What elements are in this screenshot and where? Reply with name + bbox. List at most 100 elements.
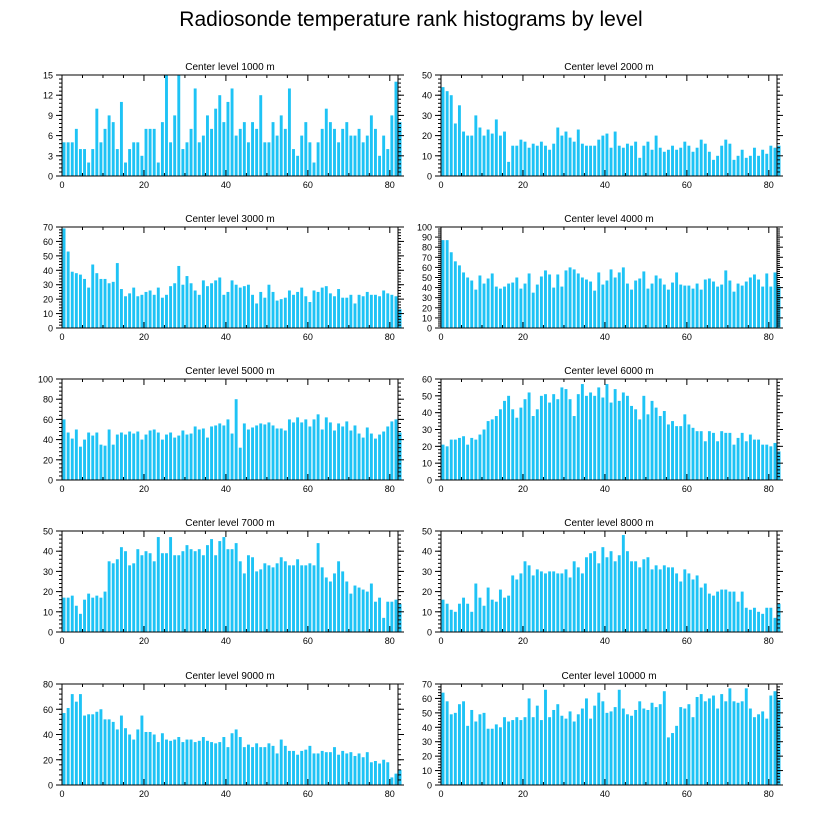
histogram-bar xyxy=(523,283,527,328)
histogram-bar xyxy=(728,280,732,328)
histogram-bar xyxy=(74,701,78,785)
histogram-bar xyxy=(658,278,662,328)
histogram-bar xyxy=(378,597,382,632)
histogram-bar xyxy=(736,702,740,785)
histogram-bar xyxy=(128,565,132,632)
histogram-bar xyxy=(650,569,654,632)
x-tick-label: 40 xyxy=(600,332,610,342)
histogram-bar xyxy=(91,435,95,480)
histogram-bar xyxy=(189,739,193,785)
histogram-bar xyxy=(238,561,242,632)
y-tick-label: 0 xyxy=(48,628,53,638)
histogram-bar xyxy=(304,122,308,176)
histogram-bar xyxy=(349,593,353,632)
histogram-bar xyxy=(189,283,193,328)
histogram-bar xyxy=(728,688,732,785)
y-tick-label: 20 xyxy=(422,131,432,141)
histogram-bar xyxy=(197,549,201,632)
histogram-bar xyxy=(748,434,752,480)
histogram-bar xyxy=(386,762,390,785)
histogram-bar xyxy=(267,565,271,632)
histogram-bar xyxy=(242,423,246,480)
histogram-bar xyxy=(712,281,715,328)
histogram-bar xyxy=(103,128,107,176)
histogram-bar xyxy=(474,721,478,785)
histogram-bar xyxy=(724,701,728,785)
histogram-bar xyxy=(732,444,736,480)
histogram-bar xyxy=(466,277,470,328)
histogram-bar xyxy=(679,581,683,632)
histogram-bar xyxy=(324,286,328,328)
histogram-bar xyxy=(761,613,765,632)
histogram-bar xyxy=(292,422,295,480)
histogram-bar xyxy=(361,757,365,785)
y-tick-label: 30 xyxy=(43,280,53,290)
histogram-bar xyxy=(539,276,543,328)
histogram-bar xyxy=(605,384,609,480)
histogram-bar xyxy=(386,601,390,632)
histogram-bar xyxy=(568,267,572,328)
histogram-bar xyxy=(720,589,724,632)
histogram-bar xyxy=(490,419,494,480)
y-tick-label: 40 xyxy=(43,266,53,276)
histogram-bar xyxy=(353,425,357,480)
histogram-bar xyxy=(568,577,572,632)
histogram-bar xyxy=(531,292,535,328)
histogram-bar xyxy=(165,739,168,785)
histogram-bar xyxy=(675,426,679,480)
histogram-bar xyxy=(576,714,580,785)
plot-frame xyxy=(61,378,399,481)
histogram-bar xyxy=(390,777,394,785)
histogram-bar xyxy=(462,597,465,632)
histogram-bar xyxy=(197,294,201,328)
y-tick-label: 10 xyxy=(422,766,432,776)
histogram-bar xyxy=(177,555,181,632)
histogram-bar xyxy=(605,712,609,785)
histogram-bar xyxy=(716,155,720,176)
histogram-bar xyxy=(699,139,703,176)
histogram-bar xyxy=(761,444,765,480)
histogram-bar xyxy=(119,101,123,176)
histogram-bar xyxy=(466,725,470,785)
x-tick-label: 40 xyxy=(221,484,231,494)
y-tick-label: 10 xyxy=(422,313,432,323)
histogram-bar xyxy=(369,583,373,632)
histogram-bar xyxy=(548,571,552,632)
histogram-bar xyxy=(699,587,703,632)
histogram-bar xyxy=(193,742,197,785)
histogram-bar xyxy=(365,591,369,632)
histogram-bar xyxy=(296,754,300,785)
y-tick-label: 50 xyxy=(43,251,53,261)
histogram-bar xyxy=(466,603,470,632)
histogram-bar xyxy=(482,605,486,632)
histogram-bar xyxy=(617,272,621,328)
histogram-bar xyxy=(263,297,267,328)
histogram-bar xyxy=(609,402,613,480)
histogram-bar xyxy=(374,128,377,176)
histogram-bar xyxy=(703,143,707,176)
histogram-bar xyxy=(124,162,127,176)
histogram-bar xyxy=(156,742,160,785)
y-tick-label: 15 xyxy=(43,71,53,81)
histogram-bar xyxy=(494,286,498,328)
histogram-bar xyxy=(453,123,457,176)
histogram-bar xyxy=(333,296,336,328)
histogram-bar xyxy=(111,563,115,632)
histogram-bar xyxy=(173,115,177,176)
histogram-bar xyxy=(206,286,209,328)
histogram-bar xyxy=(724,432,728,480)
histogram-bar xyxy=(687,424,691,480)
histogram-bar xyxy=(304,749,308,785)
histogram-panel: Center level 7000 m 0 20 40 60 80 0 10 20 30 40 50 xyxy=(43,518,404,646)
histogram-bar xyxy=(353,755,357,785)
histogram-bar xyxy=(515,717,519,785)
histogram-bar xyxy=(507,161,511,176)
histogram-bar xyxy=(197,429,201,480)
histogram-bar xyxy=(111,281,115,328)
histogram-bar xyxy=(494,601,498,632)
histogram-bar xyxy=(226,549,230,632)
histogram-bar xyxy=(560,135,564,176)
histogram-bar xyxy=(462,701,465,785)
histogram-bar xyxy=(572,141,576,176)
histogram-bar xyxy=(160,553,164,632)
